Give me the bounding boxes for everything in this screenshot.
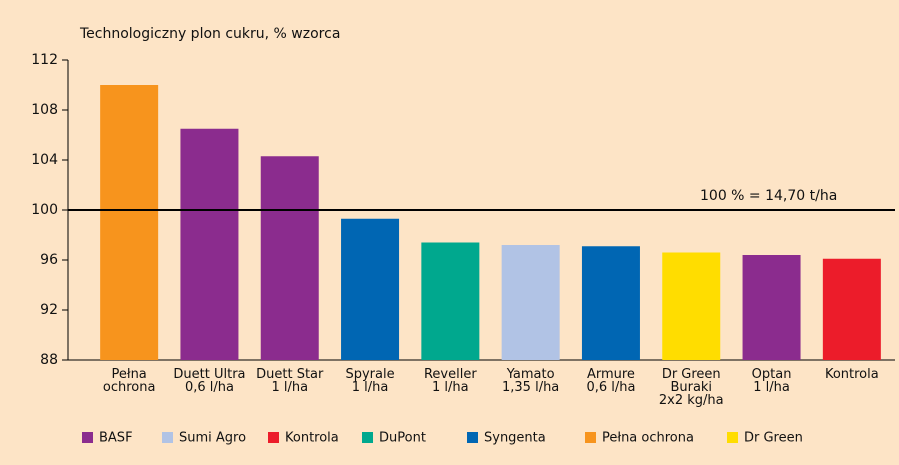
legend-label: DuPont [379,431,426,446]
y-tick-label: 108 [31,102,58,118]
legend-label: Kontrola [285,431,339,446]
legend-swatch [585,432,596,443]
x-tick-label-line: Optan [752,367,792,382]
bar [180,128,239,360]
bar [501,245,560,360]
bar [341,218,400,360]
x-tick-label: Spyrale 1 l/ha [345,367,394,395]
x-tick-label-line: Spyrale [345,367,394,382]
legend-label: BASF [99,431,133,446]
reference-label: 100 % = 14,70 t/ha [700,188,837,204]
legend-swatch [362,432,373,443]
legend-label: Syngenta [484,431,546,446]
y-tick-label: 92 [40,302,58,318]
x-tick-label: Optan 1 l/ha [752,367,792,395]
bar [742,255,801,360]
x-tick-label: Pełna ochrona [103,367,156,395]
legend-label: Pełna ochrona [602,431,694,446]
x-tick-label-line: Reveller [424,367,477,382]
bar [421,242,480,360]
x-tick-label-line: Duett Ultra [173,367,245,382]
x-tick-label-line: Duett Star [256,367,324,382]
x-tick-label: Reveller 1 l/ha [424,367,477,395]
legend-swatch [467,432,478,443]
x-tick-label-line: Kontrola [825,367,879,382]
x-tick-label: Kontrola [825,367,879,382]
legend-swatch [268,432,279,443]
legend-label: Sumi Agro [179,431,246,446]
x-tick-label: Armure 0,6 l/ha [586,367,635,395]
x-tick-label: Yamato 1,35 l/ha [502,367,559,395]
x-tick-label: Duett Star 1 l/ha [256,367,324,395]
legend-swatch [727,432,738,443]
y-tick-label: 104 [31,152,58,168]
x-tick-label: Duett Ultra 0,6 l/ha [173,367,245,395]
x-tick-label-line: 1 l/ha [432,380,469,395]
x-tick-label-line: Buraki [670,380,712,395]
legend-swatch [82,432,93,443]
x-tick-label-line: 0,6 l/ha [185,380,234,395]
x-tick-label-line: 1 l/ha [352,380,389,395]
x-tick-label-line: Yamato [506,367,555,382]
x-tick-label-line: 1,35 l/ha [502,380,559,395]
bar [260,156,319,360]
y-tick-label: 96 [40,252,58,268]
x-tick-label-line: Pełna [112,367,147,382]
legend-swatch [162,432,173,443]
x-tick-label-line: 0,6 l/ha [586,380,635,395]
x-tick-label-line: 2x2 kg/ha [659,393,724,408]
y-tick-label: 112 [31,52,58,68]
legend-label: Dr Green [744,431,803,446]
x-tick-label-line: Armure [587,367,635,382]
x-tick-label: Dr Green Buraki 2x2 kg/ha [659,367,724,408]
x-tick-label-line: Dr Green [662,367,721,382]
bar [822,258,881,360]
y-tick-label: 100 [31,202,58,218]
bar [581,246,640,360]
x-tick-label-line: 1 l/ha [271,380,308,395]
bar [662,252,721,360]
x-tick-label-line: ochrona [103,380,156,395]
x-tick-label-line: 1 l/ha [753,380,790,395]
y-tick-label: 88 [40,352,58,368]
bar [100,85,159,360]
chart-title: Technologiczny plon cukru, % wzorca [79,26,340,42]
